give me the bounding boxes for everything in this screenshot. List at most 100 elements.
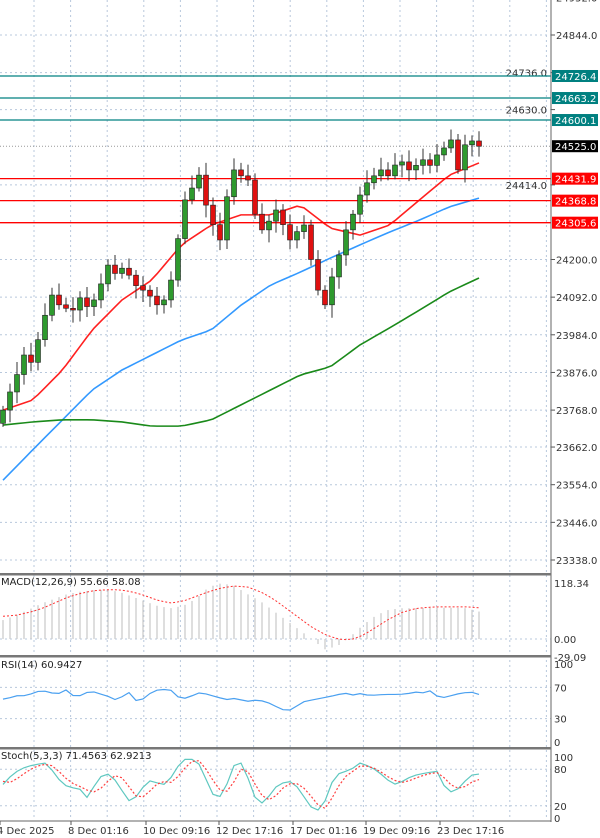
candle-body	[357, 194, 363, 215]
candle	[406, 150, 412, 182]
candle-body	[308, 224, 314, 260]
candle-body	[56, 294, 62, 306]
candle-body	[14, 374, 20, 393]
price-level-badge	[552, 114, 598, 127]
price-level-badge	[552, 69, 598, 82]
current-price-badge	[552, 140, 598, 153]
candle	[329, 267, 335, 318]
candle-body	[112, 264, 118, 274]
candle-body	[343, 229, 349, 256]
candle-body	[420, 159, 426, 166]
price-level-label: 24726.4	[555, 72, 596, 83]
candle	[217, 212, 223, 251]
candle-body	[336, 254, 342, 278]
candle-body	[399, 161, 405, 166]
candle	[315, 250, 321, 296]
time-tick-label: 12 Dec 17:16	[216, 826, 283, 837]
time-tick-label: 10 Dec 09:16	[143, 826, 210, 837]
time-tick-label: 8 Dec 01:16	[68, 826, 129, 837]
candle-body	[84, 297, 90, 307]
candle-body	[469, 140, 475, 146]
rsi-tick-label: 70	[554, 683, 567, 694]
price-level-badge	[552, 194, 598, 207]
candle	[266, 214, 272, 243]
panel-separator	[0, 747, 551, 750]
time-axis: 4 Dec 2025 8 Dec 01:16 10 Dec 09:16 12 Dec …	[0, 821, 504, 837]
candle-body	[210, 204, 216, 225]
candle	[84, 287, 90, 318]
price-tick-label: 24092.0	[556, 293, 597, 304]
candle	[427, 153, 433, 174]
candle	[245, 164, 251, 186]
candle-body	[364, 182, 370, 196]
macd-tick-label: -29.09	[554, 653, 586, 664]
candle-body	[245, 175, 251, 181]
candle	[231, 158, 237, 205]
panel-separator	[0, 573, 551, 576]
macd-label: MACD(12,26,9) 55.66 58.08	[1, 577, 141, 588]
candle-body	[287, 224, 293, 241]
price-level-badge	[552, 172, 598, 185]
candle	[49, 287, 55, 322]
price-tick-label: 23338.0	[556, 556, 597, 567]
price-tick-label: 23554.0	[556, 481, 597, 492]
candle-body	[378, 169, 384, 177]
candle-body	[147, 289, 153, 297]
panel-separator	[0, 655, 551, 658]
candle	[105, 259, 111, 292]
rsi-tick-label: 30	[554, 715, 567, 726]
candle	[364, 170, 370, 203]
candle-body	[273, 209, 279, 222]
candle-body	[35, 339, 41, 363]
macd-tick-label: 0.00	[554, 635, 576, 646]
candle-body	[392, 164, 398, 177]
candle	[112, 254, 118, 280]
candle	[140, 276, 146, 303]
candle-body	[350, 213, 356, 231]
candle	[336, 250, 342, 289]
candle-body	[28, 354, 34, 363]
candle	[175, 234, 181, 287]
price-tick-label: 24736.0	[506, 69, 547, 80]
price-tick-label: 24952.0	[556, 0, 597, 4]
candle	[294, 226, 300, 249]
candle	[56, 283, 62, 310]
candle-body	[133, 274, 139, 286]
candle-body	[21, 354, 27, 375]
moving-average-line-2	[2, 197, 480, 481]
candle-body	[371, 175, 377, 184]
time-tick-label: 4 Dec 2025	[0, 826, 55, 837]
candle	[308, 219, 314, 266]
price-tick-label: 23768.0	[556, 406, 597, 417]
candle	[161, 295, 167, 314]
price-level-label: 24368.8	[555, 197, 596, 208]
candle-body	[182, 199, 188, 239]
candle	[21, 346, 27, 385]
candle	[420, 148, 426, 175]
candle	[63, 297, 69, 313]
candle	[476, 131, 482, 157]
price-panel[interactable]: 24952.0 24844.0 24736.0 24630.0 24414.0 24200…	[0, 0, 598, 567]
candle-body	[448, 139, 454, 149]
candle	[462, 134, 468, 183]
candle-body	[427, 159, 433, 166]
candle	[42, 303, 48, 347]
candle-body	[280, 209, 286, 225]
candle	[189, 175, 195, 205]
price-level-label: 24305.6	[555, 219, 596, 230]
candle	[91, 293, 97, 316]
candle-body	[161, 299, 167, 306]
moving-average-line-1	[2, 162, 480, 411]
rsi-label: RSI(14) 60.9427	[1, 660, 83, 671]
price-level-label: 24431.9	[555, 175, 596, 186]
price-tick-label: 23984.0	[556, 331, 597, 342]
rsi-tick-label: 100	[554, 660, 573, 671]
candle-body	[196, 174, 202, 189]
candle	[224, 189, 230, 250]
rsi-line	[2, 688, 480, 711]
candle-body	[315, 259, 321, 291]
candle-body	[91, 299, 97, 307]
stoch-label: Stoch(5,3,3) 71.4563 62.9213	[1, 751, 152, 762]
